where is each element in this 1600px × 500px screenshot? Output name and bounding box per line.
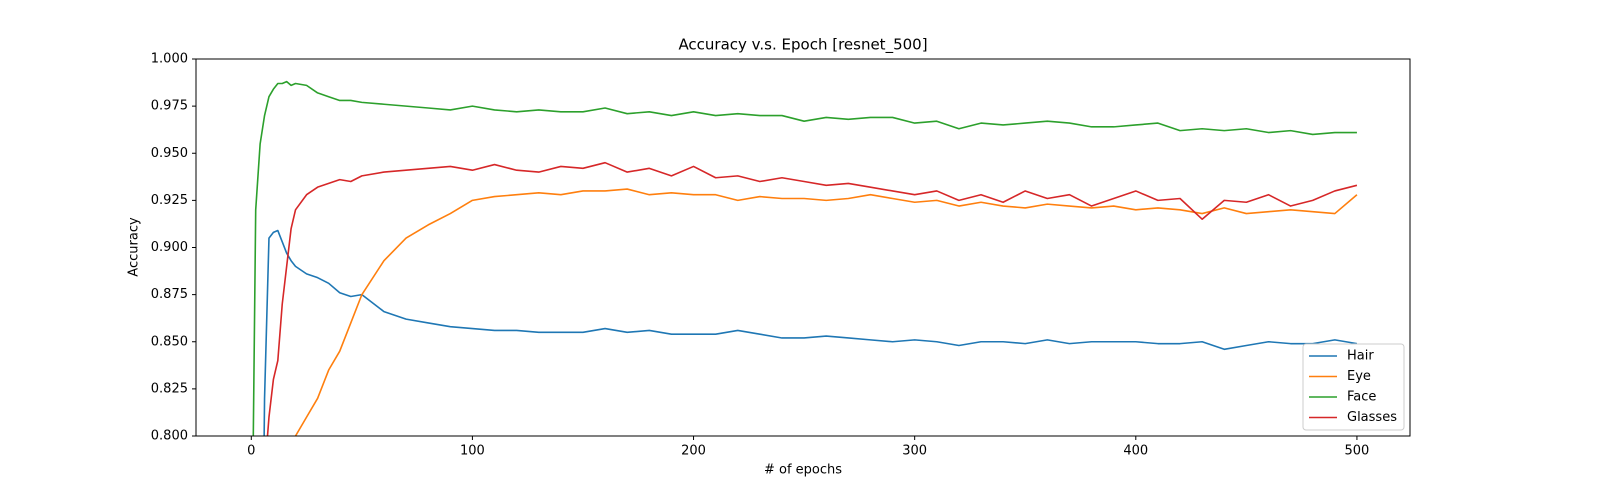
y-tick-label: 0.900	[151, 240, 188, 255]
axes-frame	[195, 58, 1411, 437]
legend-label: Hair	[1347, 349, 1374, 364]
x-tick-label: 100	[460, 444, 485, 459]
series-line	[252, 80, 1357, 436]
y-tick-label: 0.875	[151, 287, 188, 302]
x-tick-label: 200	[681, 444, 706, 459]
y-tick-label: 0.925	[151, 193, 188, 208]
x-tick-label: 500	[1345, 444, 1370, 459]
legend-label: Eye	[1347, 369, 1371, 384]
y-tick-label: 1.000	[151, 52, 188, 67]
plot-area	[252, 80, 1358, 436]
x-tick-label: 0	[247, 444, 255, 459]
y-tick-label: 0.825	[151, 381, 188, 396]
x-axis-label: # of epochs	[764, 463, 842, 478]
y-tick-label: 0.975	[151, 99, 188, 114]
x-tick-label: 400	[1123, 444, 1148, 459]
series-line	[266, 161, 1358, 436]
legend-label: Glasses	[1347, 410, 1397, 425]
x-tick-label: 300	[902, 444, 927, 459]
y-tick-label: 0.800	[151, 429, 188, 444]
legend-label: Face	[1347, 390, 1376, 405]
y-axis-label: Accuracy	[127, 217, 142, 277]
y-tick-label: 0.850	[151, 334, 188, 349]
chart-title: Accuracy v.s. Epoch [resnet_500]	[678, 36, 927, 55]
y-tick-label: 0.950	[151, 146, 188, 161]
series-line	[263, 229, 1358, 436]
legend-box	[1302, 343, 1405, 431]
series-line	[294, 188, 1358, 436]
